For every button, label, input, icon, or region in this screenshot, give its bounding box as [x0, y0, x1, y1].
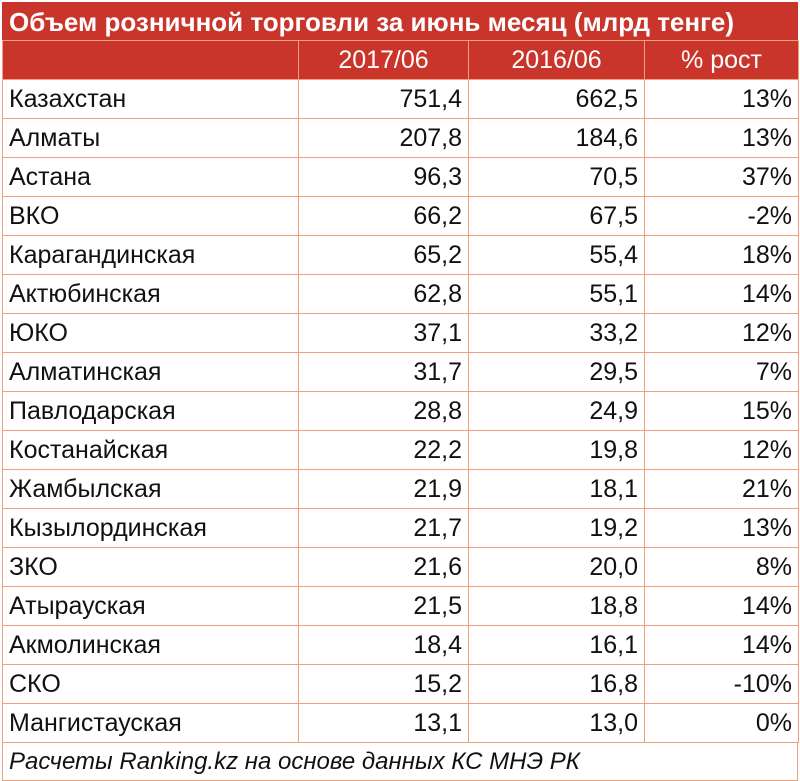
cell-2017: 21,7: [298, 508, 469, 548]
cell-growth: -2%: [644, 196, 799, 236]
cell-growth: 12%: [644, 430, 799, 470]
table-row: Алматы 207,8 184,6 13%: [2, 118, 799, 158]
cell-2016: 24,9: [468, 391, 645, 431]
cell-2017: 21,6: [298, 547, 469, 587]
header-2016: 2016/06: [468, 40, 645, 80]
cell-2016: 33,2: [468, 313, 645, 353]
cell-region: ЮКО: [2, 313, 299, 353]
table-row: Карагандинская 65,2 55,4 18%: [2, 235, 799, 275]
cell-2016: 662,5: [468, 79, 645, 119]
cell-region: СКО: [2, 664, 299, 704]
table-row: Жамбылская 21,9 18,1 21%: [2, 469, 799, 509]
cell-2016: 16,1: [468, 625, 645, 665]
cell-2016: 18,8: [468, 586, 645, 626]
cell-region: Кызылординская: [2, 508, 299, 548]
table-row: ЮКО 37,1 33,2 12%: [2, 313, 799, 353]
cell-region: ВКО: [2, 196, 299, 236]
cell-region: Костанайская: [2, 430, 299, 470]
cell-region: ЗКО: [2, 547, 299, 587]
cell-growth: -10%: [644, 664, 799, 704]
cell-growth: 15%: [644, 391, 799, 431]
cell-region: Алматинская: [2, 352, 299, 392]
cell-region: Акмолинская: [2, 625, 299, 665]
table-row: Акмолинская 18,4 16,1 14%: [2, 625, 799, 665]
table-row: Астана 96,3 70,5 37%: [2, 157, 799, 197]
cell-growth: 14%: [644, 586, 799, 626]
cell-2017: 207,8: [298, 118, 469, 158]
cell-region: Павлодарская: [2, 391, 299, 431]
cell-growth: 13%: [644, 118, 799, 158]
table-row: Мангистауская 13,1 13,0 0%: [2, 703, 799, 743]
cell-2017: 37,1: [298, 313, 469, 353]
cell-region: Алматы: [2, 118, 299, 158]
cell-2017: 21,5: [298, 586, 469, 626]
table-row: Актюбинская 62,8 55,1 14%: [2, 274, 799, 314]
cell-2016: 70,5: [468, 157, 645, 197]
cell-2017: 96,3: [298, 157, 469, 197]
table-row: Павлодарская 28,8 24,9 15%: [2, 391, 799, 431]
header-2017: 2017/06: [298, 40, 469, 80]
cell-2017: 22,2: [298, 430, 469, 470]
table-row: СКО 15,2 16,8 -10%: [2, 664, 799, 704]
cell-2017: 18,4: [298, 625, 469, 665]
retail-table: 2017/06 2016/06 % рост Казахстан 751,4 662…: [2, 40, 799, 743]
cell-2017: 65,2: [298, 235, 469, 275]
cell-growth: 21%: [644, 469, 799, 509]
table-row: ВКО 66,2 67,5 -2%: [2, 196, 799, 236]
cell-2017: 62,8: [298, 274, 469, 314]
header-row: 2017/06 2016/06 % рост: [2, 40, 799, 80]
header-region: [2, 40, 299, 80]
cell-2016: 19,2: [468, 508, 645, 548]
cell-2016: 55,4: [468, 235, 645, 275]
cell-region: Астана: [2, 157, 299, 197]
cell-2016: 16,8: [468, 664, 645, 704]
cell-2016: 55,1: [468, 274, 645, 314]
cell-2017: 66,2: [298, 196, 469, 236]
cell-2016: 29,5: [468, 352, 645, 392]
table-row: Костанайская 22,2 19,8 12%: [2, 430, 799, 470]
cell-2017: 13,1: [298, 703, 469, 743]
cell-2016: 184,6: [468, 118, 645, 158]
cell-region: Атырауская: [2, 586, 299, 626]
cell-region: Жамбылская: [2, 469, 299, 509]
cell-growth: 14%: [644, 625, 799, 665]
cell-2017: 31,7: [298, 352, 469, 392]
cell-region: Карагандинская: [2, 235, 299, 275]
cell-growth: 12%: [644, 313, 799, 353]
cell-2017: 751,4: [298, 79, 469, 119]
cell-growth: 14%: [644, 274, 799, 314]
cell-growth: 37%: [644, 157, 799, 197]
table-title: Объем розничной торговли за июнь месяц (…: [2, 2, 798, 40]
cell-2016: 19,8: [468, 430, 645, 470]
cell-growth: 13%: [644, 79, 799, 119]
cell-region: Актюбинская: [2, 274, 299, 314]
cell-growth: 8%: [644, 547, 799, 587]
cell-growth: 13%: [644, 508, 799, 548]
header-growth: % рост: [644, 40, 799, 80]
cell-growth: 7%: [644, 352, 799, 392]
cell-2016: 13,0: [468, 703, 645, 743]
cell-2016: 67,5: [468, 196, 645, 236]
table-row: Казахстан 751,4 662,5 13%: [2, 79, 799, 119]
table-row: Алматинская 31,7 29,5 7%: [2, 352, 799, 392]
table-row: ЗКО 21,6 20,0 8%: [2, 547, 799, 587]
cell-region: Казахстан: [2, 79, 299, 119]
cell-2016: 20,0: [468, 547, 645, 587]
cell-2017: 15,2: [298, 664, 469, 704]
cell-growth: 0%: [644, 703, 799, 743]
cell-region: Мангистауская: [2, 703, 299, 743]
cell-2016: 18,1: [468, 469, 645, 509]
table-row: Атырауская 21,5 18,8 14%: [2, 586, 799, 626]
source-note: Расчеты Ranking.kz на основе данных КС М…: [2, 743, 798, 781]
cell-growth: 18%: [644, 235, 799, 275]
table-row: Кызылординская 21,7 19,2 13%: [2, 508, 799, 548]
table-body: Казахстан 751,4 662,5 13% Алматы 207,8 184,6 13…: [2, 79, 799, 743]
cell-2017: 21,9: [298, 469, 469, 509]
cell-2017: 28,8: [298, 391, 469, 431]
